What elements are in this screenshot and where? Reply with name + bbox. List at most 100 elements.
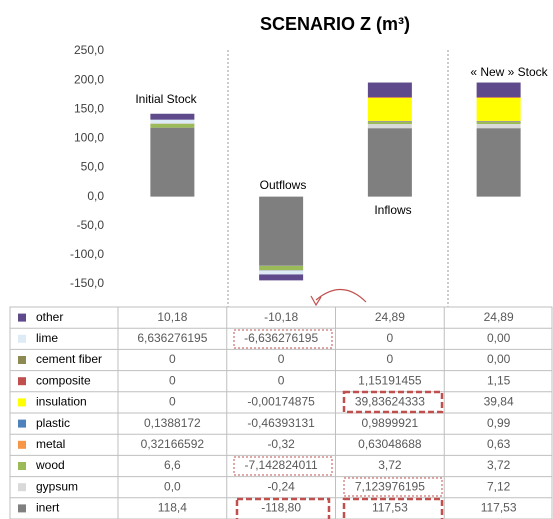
table-cell: 0 bbox=[387, 331, 394, 345]
table-cell: 0 bbox=[169, 352, 176, 366]
table-cell: -10,18 bbox=[264, 310, 298, 324]
table-cell: 3,72 bbox=[378, 458, 402, 472]
y-tick-label: 200,0 bbox=[74, 72, 104, 86]
highlight-box bbox=[342, 390, 444, 414]
table-cell: 0,1388172 bbox=[144, 416, 201, 430]
table-cell: 0,00 bbox=[487, 352, 511, 366]
legend-swatch bbox=[18, 313, 26, 322]
chart-title: SCENARIO Z (m³) bbox=[260, 14, 410, 34]
legend-label: plastic bbox=[36, 416, 70, 430]
category-label: « New » Stock bbox=[470, 65, 548, 79]
table-cell: 0 bbox=[278, 373, 285, 387]
bar-segment bbox=[150, 113, 195, 120]
table-cell: 0,00 bbox=[487, 331, 511, 345]
table-cell: 0,63048688 bbox=[358, 437, 422, 451]
legend-label: cement fiber bbox=[36, 352, 102, 366]
table-cell: 24,89 bbox=[484, 310, 514, 324]
bar-segment bbox=[367, 97, 412, 98]
table-cell: -7,142824011 bbox=[245, 458, 319, 472]
y-tick-label: -100,0 bbox=[70, 247, 104, 261]
marks bbox=[150, 82, 521, 281]
legend-label: lime bbox=[36, 331, 58, 345]
category-label: Initial Stock bbox=[135, 92, 197, 106]
y-tick-label: 50,0 bbox=[81, 160, 105, 174]
table-cell: 39,84 bbox=[484, 395, 514, 409]
category-label: Outflows bbox=[260, 178, 307, 192]
bar-segment bbox=[259, 270, 304, 275]
legend-swatch bbox=[18, 504, 26, 513]
highlight-box bbox=[233, 456, 333, 476]
table-cell: 117,53 bbox=[481, 501, 517, 515]
bar-segment bbox=[259, 265, 304, 271]
highlight-box bbox=[233, 329, 333, 349]
bar-segment bbox=[476, 121, 521, 125]
y-tick-label: -50,0 bbox=[77, 218, 105, 232]
table-cell: 118,4 bbox=[158, 501, 187, 515]
table-cell: 1,15 bbox=[487, 373, 511, 387]
arrow bbox=[315, 288, 367, 303]
legend-label: composite bbox=[36, 373, 91, 387]
bar-segment bbox=[367, 97, 412, 121]
table-cell: 7,123976195 bbox=[355, 479, 425, 493]
category-label: Inflows bbox=[374, 203, 411, 217]
table-cell: 6,636276195 bbox=[137, 331, 207, 345]
bar-segment bbox=[259, 196, 304, 266]
highlight-box bbox=[342, 497, 444, 519]
bar-segment bbox=[476, 82, 521, 98]
table-cell: 6,6 bbox=[164, 458, 181, 472]
table-cell: -0,32 bbox=[267, 437, 295, 451]
bar-segment bbox=[367, 124, 412, 129]
y-tick-label: 0,0 bbox=[87, 189, 104, 203]
table-cell: -0,24 bbox=[267, 479, 295, 493]
bar-segment bbox=[476, 97, 521, 121]
table-cell: 7,12 bbox=[487, 479, 511, 493]
data-table: other 10,18 -10,18 24,89 24,89 lime 6,63627619… bbox=[9, 306, 553, 519]
bar-segment bbox=[150, 119, 195, 124]
legend-label: metal bbox=[36, 437, 65, 451]
legend-label: other bbox=[36, 310, 63, 324]
legend-swatch bbox=[18, 334, 26, 343]
table-cell: 0,32166592 bbox=[141, 437, 205, 451]
bar-segment bbox=[476, 124, 521, 129]
bar-segment bbox=[150, 123, 195, 128]
bar-segment bbox=[367, 128, 412, 197]
legend-swatch bbox=[18, 462, 26, 470]
table-cell: 24,89 bbox=[375, 310, 405, 324]
y-tick-label: 150,0 bbox=[74, 101, 104, 115]
table-cell: 0 bbox=[169, 395, 176, 409]
bar-segment bbox=[150, 127, 195, 197]
legend-swatch bbox=[18, 483, 26, 492]
legend-swatch bbox=[18, 440, 26, 449]
table-cell: 0,9899921 bbox=[362, 416, 419, 430]
table-cell: 0,99 bbox=[487, 416, 511, 430]
table-cell: -0,46393131 bbox=[247, 416, 315, 430]
table-cell: 117,53 bbox=[372, 501, 408, 515]
legend-label: insulation bbox=[36, 395, 87, 409]
highlight-box bbox=[343, 477, 443, 497]
legend-swatch bbox=[18, 377, 26, 386]
table-cell: 10,18 bbox=[157, 310, 187, 324]
legend-swatch bbox=[18, 356, 26, 364]
bar-segment bbox=[259, 274, 304, 281]
y-tick-label: -150,0 bbox=[70, 276, 104, 290]
legend-swatch bbox=[18, 419, 26, 428]
bar-segment bbox=[476, 120, 521, 122]
bar-segment bbox=[476, 128, 521, 197]
bar-segment bbox=[367, 82, 412, 98]
legend-label: gypsum bbox=[36, 479, 78, 493]
table-cell: -118,80 bbox=[261, 501, 301, 515]
arrow-head bbox=[310, 295, 322, 307]
legend-label: inert bbox=[36, 501, 60, 515]
highlights bbox=[233, 288, 444, 519]
table-cell: 39,83624333 bbox=[355, 395, 425, 409]
highlight-box bbox=[235, 497, 331, 519]
table-cell: 0 bbox=[387, 352, 394, 366]
legend-swatch bbox=[18, 398, 26, 407]
table-cell: -6,636276195 bbox=[244, 331, 318, 345]
bar-segment bbox=[476, 97, 521, 98]
table-cell: 0 bbox=[278, 352, 285, 366]
table-cell: -0,00174875 bbox=[247, 395, 315, 409]
bar-segment bbox=[367, 120, 412, 122]
bar-segment bbox=[367, 121, 412, 125]
